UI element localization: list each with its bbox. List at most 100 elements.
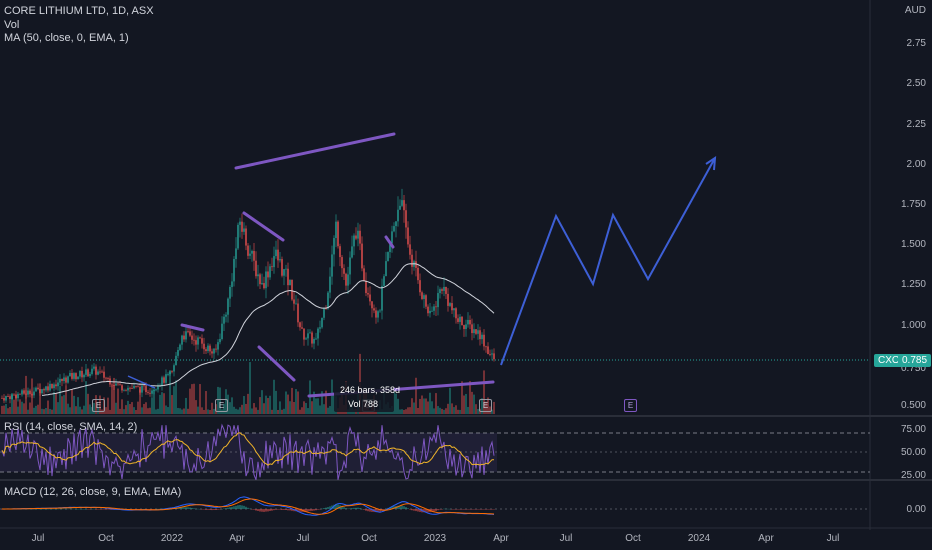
volume-bar <box>231 397 233 414</box>
trendline-oct-small[interactable] <box>384 235 395 249</box>
candle-body <box>91 368 93 374</box>
macd-hist-bar <box>133 509 135 510</box>
price-tick: 2.75 <box>906 38 926 49</box>
candle-body <box>51 383 53 389</box>
candle-body <box>141 385 143 393</box>
candle-body <box>151 390 153 394</box>
candle-body <box>351 246 353 258</box>
trendline-drawings[interactable] <box>180 132 495 398</box>
volume-bar <box>131 402 133 414</box>
candle-body <box>271 266 273 268</box>
macd-hist-bar <box>79 508 81 510</box>
candle-body <box>347 274 349 286</box>
candlesticks[interactable] <box>1 188 495 404</box>
candle-body <box>465 324 467 330</box>
candle-body <box>397 209 399 222</box>
rsi-legend[interactable]: RSI (14, close, SMA, 14, 2) <box>4 421 138 433</box>
candle-body <box>95 366 97 375</box>
volume-bar <box>237 409 239 414</box>
candle-body <box>173 365 175 372</box>
candle-body <box>89 373 91 377</box>
candle-body <box>37 387 39 390</box>
macd-hist-bar <box>67 508 69 510</box>
volume-bar <box>195 400 197 414</box>
volume-bar <box>451 403 453 414</box>
volume-bar <box>19 399 21 414</box>
volume-bar <box>149 407 151 414</box>
volume-bar <box>455 405 457 414</box>
candle-body <box>275 249 277 257</box>
candle-body <box>467 319 469 325</box>
candle-body <box>163 377 165 383</box>
macd-hist-bar <box>137 509 139 510</box>
candle-body <box>113 385 115 386</box>
projection-path-drawing[interactable] <box>500 157 716 366</box>
trendline-early-up[interactable] <box>180 323 205 332</box>
volume-bar <box>135 409 137 414</box>
volume-bar <box>331 379 333 414</box>
volume-bar <box>327 407 329 414</box>
macd-hist-bar <box>225 508 227 509</box>
trendline-top-long[interactable] <box>234 132 396 170</box>
candle-body <box>261 283 263 285</box>
candle-body <box>337 221 339 247</box>
macd-hist-bar <box>405 507 407 509</box>
earnings-marker[interactable]: E <box>215 399 228 412</box>
volume-bar <box>415 377 417 414</box>
earnings-marker[interactable]: E <box>479 399 492 412</box>
candle-body <box>1 397 3 399</box>
trendline-apr-down[interactable] <box>242 211 285 242</box>
candle-body <box>201 338 203 344</box>
trendline-thin-left[interactable] <box>127 375 156 389</box>
macd-hist-bar <box>191 507 193 509</box>
candle-body <box>61 378 63 381</box>
macd-legend[interactable]: MACD (12, 26, close, 9, EMA, EMA) <box>4 486 182 498</box>
volume-bar <box>91 407 93 414</box>
candle-body <box>405 210 407 228</box>
macd-hist-bar <box>241 505 243 509</box>
macd-hist-bar <box>411 509 413 511</box>
ma-legend[interactable]: MA (50, close, 0, EMA, 1) <box>4 32 129 44</box>
macd-hist-bar <box>455 509 457 510</box>
symbol-title[interactable]: CORE LITHIUM LTD, 1D, ASX <box>4 5 154 17</box>
price-tick: 2.00 <box>906 159 926 170</box>
volume-bar <box>83 405 85 414</box>
candle-body <box>339 246 341 258</box>
volume-bar <box>3 405 5 414</box>
earnings-marker-future[interactable]: E <box>624 399 637 412</box>
macd-hist-bar <box>203 509 205 510</box>
time-tick: Jul <box>31 533 45 544</box>
volume-legend[interactable]: Vol <box>4 19 20 31</box>
volume-bar <box>467 406 469 414</box>
macd-hist-bar <box>279 509 281 510</box>
macd-hist-bar <box>183 507 185 509</box>
candle-body <box>281 259 283 276</box>
macd-hist-bar <box>93 508 95 510</box>
earnings-marker[interactable]: E <box>92 399 105 412</box>
candle-body <box>121 385 123 391</box>
candle-body <box>169 371 171 375</box>
candle-body <box>69 373 71 377</box>
macd-hist-bar <box>97 509 99 510</box>
candle-body <box>273 256 275 268</box>
candle-body <box>457 318 459 322</box>
candle-body <box>155 389 157 391</box>
macd-hist-bar <box>489 509 491 510</box>
volume-bar <box>439 407 441 414</box>
candle-body <box>161 377 163 386</box>
macd-hist-bar <box>227 507 229 509</box>
volume-bar <box>491 409 493 414</box>
macd-hist-bar <box>311 509 313 511</box>
macd-hist-bar <box>47 508 49 510</box>
volume-bar <box>411 398 413 414</box>
candle-body <box>49 383 51 391</box>
candle-body <box>333 238 335 255</box>
trendline-mid-down[interactable] <box>257 345 296 382</box>
candle-body <box>73 373 75 379</box>
candle-body <box>203 343 205 350</box>
macd-hist-bar <box>239 505 241 509</box>
volume-bar <box>421 395 423 414</box>
volume-bar <box>249 362 251 414</box>
time-tick: Apr <box>229 533 245 544</box>
